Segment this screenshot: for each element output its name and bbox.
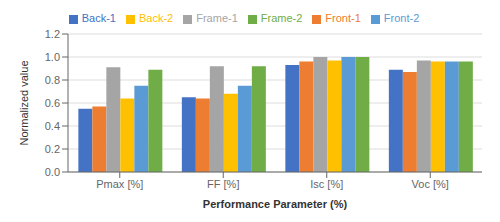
html-text:Frame-1: Frame-1 — [196, 12, 238, 24]
svg-text:Normalized value: Normalized value — [18, 61, 30, 146]
html-text:Front-2: Front-2 — [383, 12, 420, 24]
svg-text:Pmax [%]: Pmax [%] — [96, 178, 143, 190]
svg-text:0.4: 0.4 — [45, 120, 60, 132]
svg-text:FF [%]: FF [%] — [207, 178, 239, 190]
svg-text:0.0: 0.0 — [45, 166, 60, 178]
html-text:Front-1: Front-1 — [325, 12, 361, 24]
html-text:Back-2: Back-2 — [139, 12, 174, 24]
svg-text:Voc [%]: Voc [%] — [412, 178, 449, 190]
svg-text:0.6: 0.6 — [45, 97, 60, 109]
svg-text:Isc [%]: Isc [%] — [310, 178, 343, 190]
svg-text:Performance Parameter (%): Performance Parameter (%) — [203, 198, 348, 210]
svg-text:1.2: 1.2 — [45, 28, 60, 40]
html-text:Frame-2: Frame-2 — [260, 12, 303, 24]
svg-text:0.8: 0.8 — [45, 74, 60, 86]
svg-text:0.2: 0.2 — [45, 143, 60, 155]
svg-text:1.0: 1.0 — [45, 51, 60, 63]
html-text:Back-1: Back-1 — [81, 12, 116, 24]
